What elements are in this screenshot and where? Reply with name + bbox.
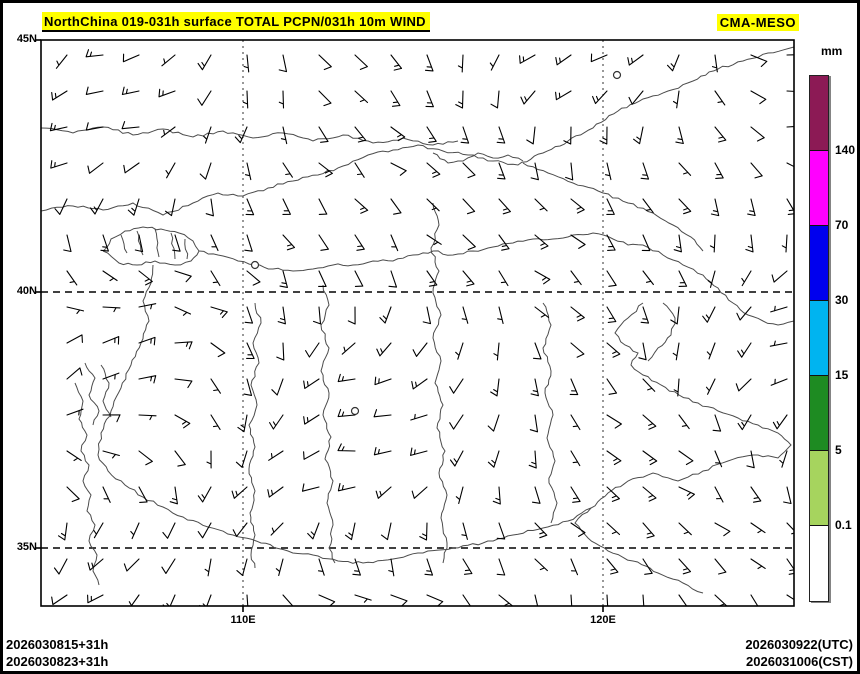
geo-boundary-line — [574, 302, 792, 594]
lat-axis-label: 45N — [16, 33, 37, 45]
geo-boundary-line — [647, 302, 676, 362]
colorbar-threshold-label: 140 — [835, 143, 856, 157]
geo-boundary-line — [430, 202, 448, 564]
geo-boundary-line — [320, 284, 336, 564]
precip-colorbar — [809, 75, 829, 602]
lon-axis-label: 120E — [590, 614, 616, 626]
colorbar-segment — [810, 226, 828, 301]
colorbar-segment — [810, 151, 828, 226]
colorbar-segment — [810, 76, 828, 151]
city-marker — [250, 260, 260, 270]
geo-boundary-line — [97, 264, 592, 564]
colorbar-threshold-label: 0.1 — [835, 518, 852, 532]
geo-boundary-line — [542, 302, 558, 524]
colorbar-segment — [810, 526, 828, 601]
wind-barb-layer — [49, 49, 794, 606]
geo-boundary-line — [248, 302, 262, 569]
lat-axis-label: 40N — [16, 285, 37, 297]
geo-boundary-line — [100, 364, 112, 418]
geo-boundary-line — [41, 126, 459, 146]
colorbar-threshold-label: 30 — [835, 293, 849, 307]
valid-time-cst: 2026031006(CST) — [746, 654, 853, 669]
map-canvas — [35, 39, 795, 612]
init-time-utc: 2026030815+31h — [6, 637, 109, 652]
city-marker — [612, 70, 622, 80]
valid-time-utc: 2026030922(UTC) — [745, 637, 853, 652]
city-marker — [350, 406, 360, 416]
geo-boundary-line — [170, 232, 176, 260]
geo-boundary-line — [41, 46, 794, 216]
lon-axis-label: 110E — [230, 614, 256, 626]
map-inner-layer — [41, 40, 794, 606]
geo-boundary-line — [154, 228, 160, 258]
geo-boundary-line — [84, 362, 100, 426]
geo-boundary-line — [432, 152, 524, 164]
geo-boundary-line — [642, 244, 794, 326]
geo-boundary-line — [184, 238, 189, 260]
init-time-cst: 2026030823+31h — [6, 654, 109, 669]
colorbar-unit-label: mm — [821, 44, 843, 58]
chart-title: NorthChina 019-031h surface TOTAL PCPN/0… — [42, 12, 430, 32]
lat-axis-label: 35N — [16, 541, 37, 553]
geo-boundary-line — [102, 226, 200, 266]
colorbar-segment — [810, 451, 828, 526]
colorbar-threshold-label: 70 — [835, 218, 849, 232]
geo-boundary-line — [198, 232, 644, 272]
init-time-label: 2026030815+31h 2026030823+31h — [6, 636, 108, 670]
geo-boundary-line — [74, 382, 100, 586]
colorbar-segment — [810, 301, 828, 376]
map-frame — [40, 39, 795, 607]
colorbar-segment — [810, 376, 828, 451]
model-name-badge: CMA-MESO — [716, 14, 799, 31]
colorbar-threshold-label: 5 — [835, 443, 842, 457]
valid-time-label: 2026030922(UTC) 2026031006(CST) — [745, 636, 853, 670]
colorbar-threshold-label: 15 — [835, 368, 849, 382]
geo-boundary-line — [120, 234, 128, 254]
geo-boundary-line — [522, 162, 704, 252]
